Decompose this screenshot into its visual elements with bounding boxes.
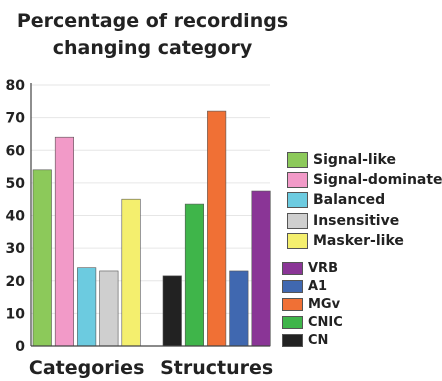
legend-label: MGv <box>308 296 341 312</box>
bar-a1 <box>229 270 249 347</box>
bar-signal-like <box>32 169 52 347</box>
y-tick-label: 10 <box>6 306 26 322</box>
bars <box>32 110 271 347</box>
legend-item: VRB <box>282 260 343 278</box>
legend-swatch <box>287 172 308 189</box>
legend-label: Balanced <box>313 192 386 209</box>
legend-swatch <box>287 192 308 209</box>
y-tick-label: 60 <box>6 143 26 159</box>
legend-item: Masker-like <box>287 231 442 251</box>
legend-swatch <box>282 333 303 347</box>
y-tick-label: 40 <box>6 209 26 225</box>
y-tick-label: 80 <box>6 78 26 94</box>
legend-item: A1 <box>282 278 343 296</box>
legend-swatch <box>287 232 308 249</box>
legend-item: MGv <box>282 296 343 314</box>
legend-swatch <box>287 212 308 229</box>
legend-item: Signal-like <box>287 150 442 170</box>
legend-item: Signal-dominated <box>287 170 442 190</box>
y-tick-label: 70 <box>6 111 26 127</box>
legend-label: Signal-like <box>313 152 396 169</box>
chart-title-line-2: changing category <box>52 37 253 59</box>
bar-signal-dominated <box>54 136 75 347</box>
legend-label: Masker-like <box>313 232 404 249</box>
legend-label: A1 <box>308 279 328 295</box>
y-tick-label: 30 <box>6 241 26 257</box>
bar-insensitive <box>99 270 119 347</box>
legend-label: Signal-dominated <box>313 172 442 189</box>
group-labels: Categories Structures <box>29 357 273 379</box>
legend-swatch <box>287 152 308 169</box>
bar-mgv <box>207 110 227 347</box>
bar-cn <box>162 275 182 347</box>
legend-item: CN <box>282 331 343 349</box>
legend-item: CNIC <box>282 313 343 331</box>
y-tick-label: 20 <box>6 274 26 290</box>
group-label-categories: Categories <box>29 357 144 379</box>
bar-masker-like <box>121 198 141 347</box>
legend-label: VRB <box>308 261 338 277</box>
legend-item: Balanced <box>287 190 442 210</box>
legend-swatch <box>282 262 303 276</box>
legend-item: Insensitive <box>287 211 442 231</box>
bar-vrb <box>251 190 271 347</box>
legend-swatch <box>282 280 303 294</box>
y-axis: 0 10 20 30 40 50 60 70 80 <box>6 78 270 355</box>
legend-label: Insensitive <box>313 212 400 229</box>
chart-title-line-1: Percentage of recordings <box>16 10 289 32</box>
legend-label: CN <box>308 332 329 348</box>
legend-swatch <box>282 297 303 311</box>
legend-structures: VRB A1 MGv CNIC CN <box>282 260 343 349</box>
bar-cnic <box>184 203 204 347</box>
chart-title: Percentage of recordings changing catego… <box>0 8 305 62</box>
legend-categories: Signal-like Signal-dominated Balanced Insen… <box>287 150 442 251</box>
legend-swatch <box>282 315 303 329</box>
y-tick-label: 50 <box>6 176 26 192</box>
y-tick-label: 0 <box>15 339 25 355</box>
legend-label: CNIC <box>308 314 343 330</box>
bar-balanced <box>77 267 97 347</box>
group-label-structures: Structures <box>160 357 273 379</box>
